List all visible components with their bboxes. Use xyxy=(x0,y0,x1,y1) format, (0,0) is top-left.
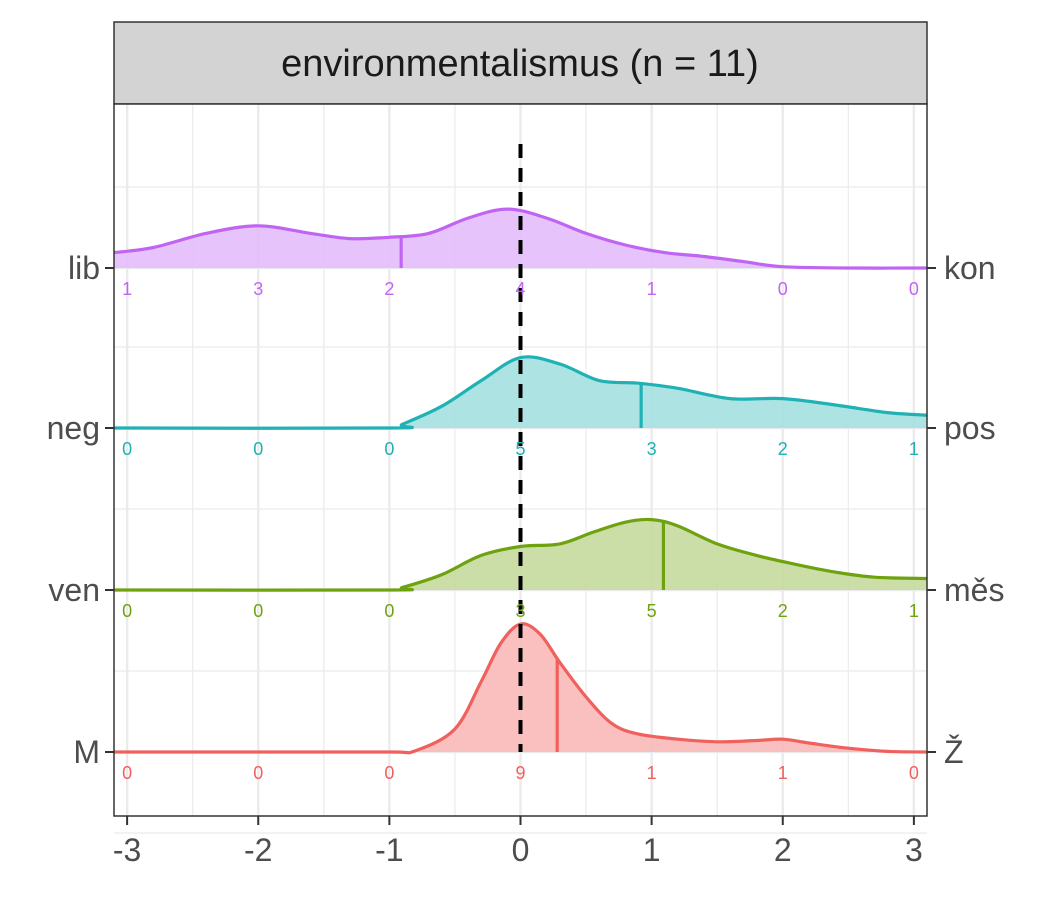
count-label: 0 xyxy=(122,601,132,621)
left-axis-label: ven xyxy=(48,572,100,608)
count-label: 2 xyxy=(384,279,394,299)
count-label: 1 xyxy=(647,763,657,783)
density-area xyxy=(114,209,927,269)
count-label: 0 xyxy=(384,763,394,783)
count-label: 2 xyxy=(778,439,788,459)
count-label: 1 xyxy=(909,439,919,459)
count-label: 9 xyxy=(515,763,525,783)
count-label: 0 xyxy=(253,763,263,783)
x-tick-label: -2 xyxy=(244,832,272,868)
count-label: 3 xyxy=(647,439,657,459)
x-tick-label: 2 xyxy=(774,832,792,868)
count-label: 0 xyxy=(909,279,919,299)
density-line xyxy=(113,207,928,270)
ridge-M xyxy=(114,622,928,755)
count-labels: 0 0 0 9 1 1 0 0 0 0 3 5 2 1 0 0 0 5 3 2 1 1 3 2 4 1 0 0 xyxy=(122,279,919,783)
density-line xyxy=(114,622,928,755)
count-label: 1 xyxy=(778,763,788,783)
x-tick-label: 1 xyxy=(643,832,661,868)
count-label: 0 xyxy=(122,439,132,459)
count-label: 0 xyxy=(384,601,394,621)
ridge-lib xyxy=(113,207,928,270)
count-label: 3 xyxy=(253,279,263,299)
density-line xyxy=(113,355,928,430)
count-label: 0 xyxy=(122,763,132,783)
right-axis-label: kon xyxy=(944,250,996,286)
strip-header xyxy=(113,21,928,105)
count-label: 0 xyxy=(384,439,394,459)
x-tick-label: -3 xyxy=(113,832,141,868)
left-axis-label: lib xyxy=(68,250,100,286)
density-area xyxy=(114,623,927,753)
strip-title: environmentalismus (n = 11) xyxy=(281,43,759,85)
left-axis-label: neg xyxy=(47,410,100,446)
right-axis-label: pos xyxy=(944,410,996,446)
count-label: 0 xyxy=(253,439,263,459)
count-label: 1 xyxy=(122,279,132,299)
x-tick-label: 3 xyxy=(905,832,923,868)
count-label: 1 xyxy=(647,279,657,299)
count-label: 3 xyxy=(515,601,525,621)
count-label: 2 xyxy=(778,601,788,621)
count-label: 5 xyxy=(515,439,525,459)
count-label: 0 xyxy=(778,279,788,299)
count-label: 0 xyxy=(253,601,263,621)
right-axis-label: Ž xyxy=(944,734,964,770)
density-line xyxy=(113,517,928,592)
x-tick-label: -1 xyxy=(375,832,403,868)
count-label: 5 xyxy=(647,601,657,621)
count-label: 4 xyxy=(515,279,525,299)
left-axis-label: M xyxy=(73,734,100,770)
x-tick-label: 0 xyxy=(512,832,530,868)
right-axis-label: měs xyxy=(944,572,1004,608)
count-label: 1 xyxy=(909,601,919,621)
count-label: 0 xyxy=(909,763,919,783)
